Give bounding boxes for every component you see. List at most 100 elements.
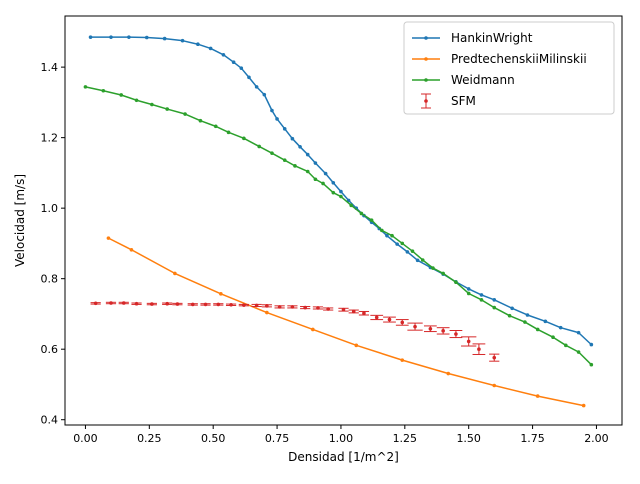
data-point-sfm xyxy=(109,301,113,305)
data-point-weidmann xyxy=(441,271,445,276)
data-point-sfm xyxy=(150,302,154,306)
data-point-weidmann xyxy=(183,112,187,116)
data-point-hankinwright xyxy=(466,287,471,291)
x-tick-label: 1.00 xyxy=(329,432,354,445)
data-point-weidmann xyxy=(369,218,374,222)
data-point-sfm xyxy=(374,315,379,320)
data-point-weidmann xyxy=(165,107,170,111)
legend-marker-weidmann xyxy=(424,78,428,82)
data-point-predtechenskiimilinskii xyxy=(581,403,586,408)
data-point-sfm xyxy=(134,301,139,306)
x-axis-ticks: 0.00 0.25 0.50 0.75 1.00 1.25 1.50 1.75 2.00 xyxy=(73,425,609,445)
data-point-sfm xyxy=(316,306,320,310)
data-point-sfm xyxy=(428,326,433,331)
data-point-sfm xyxy=(254,303,259,308)
data-point-weidmann xyxy=(431,266,435,270)
data-point-sfm xyxy=(362,311,366,316)
x-axis-label: Densidad [1/m^2] xyxy=(288,450,399,464)
y-tick-label: 1.4 xyxy=(41,61,59,74)
data-point-predtechenskiimilinskii xyxy=(535,394,540,398)
data-point-hankinwright xyxy=(275,117,279,121)
data-point-sfm xyxy=(466,339,471,344)
plot-area xyxy=(83,35,594,408)
x-tick-label: 1.25 xyxy=(393,432,418,445)
data-point-sfm xyxy=(121,301,126,305)
x-tick-label: 0.75 xyxy=(265,432,290,445)
series-sfm xyxy=(90,301,500,362)
data-point-predtechenskiimilinskii xyxy=(354,343,359,348)
data-point-hankinwright xyxy=(196,42,200,47)
data-point-sfm xyxy=(413,324,417,329)
data-point-sfm xyxy=(277,305,282,309)
x-tick-label: 1.50 xyxy=(456,432,481,445)
data-point-predtechenskiimilinskii xyxy=(400,358,405,362)
data-point-sfm xyxy=(492,355,497,360)
data-point-weidmann xyxy=(101,88,106,93)
data-point-sfm xyxy=(175,302,180,306)
y-tick-label: 0.4 xyxy=(41,414,59,427)
y-tick-label: 1.0 xyxy=(41,202,59,215)
data-point-hankinwright xyxy=(589,342,594,347)
series-line-predtechenskiimilinskii xyxy=(108,237,584,407)
data-point-weidmann xyxy=(339,194,343,199)
data-point-weidmann xyxy=(420,258,425,262)
data-point-hankinwright xyxy=(180,38,185,43)
data-point-weidmann xyxy=(282,158,287,163)
data-point-weidmann xyxy=(479,298,484,302)
data-point-weidmann xyxy=(321,181,325,186)
data-point-hankinwright xyxy=(262,92,267,97)
y-tick-label: 0.8 xyxy=(41,273,59,286)
legend-marker-hankinwright xyxy=(424,36,428,40)
data-point-hankinwright xyxy=(558,325,563,330)
y-axis-ticks: 0.4 0.6 0.8 1.0 1.2 1.4 xyxy=(41,61,65,427)
x-tick-label: 2.00 xyxy=(584,432,609,445)
x-tick-label: 0.25 xyxy=(137,432,162,445)
data-point-weidmann xyxy=(507,313,512,318)
legend-marker-sfm xyxy=(424,99,428,103)
legend-label-hankinwright: HankinWright xyxy=(451,31,533,45)
data-point-hankinwright xyxy=(339,189,343,194)
data-point-hankinwright xyxy=(323,171,328,176)
data-point-weidmann xyxy=(400,241,405,246)
data-point-predtechenskiimilinskii xyxy=(311,327,315,332)
data-point-weidmann xyxy=(454,280,458,285)
data-point-weidmann xyxy=(390,233,394,238)
data-point-weidmann xyxy=(226,130,231,135)
series-predtechenskiimilinskii xyxy=(106,236,586,408)
data-point-weidmann xyxy=(257,144,261,149)
data-point-sfm xyxy=(326,307,330,311)
data-point-weidmann xyxy=(589,362,594,367)
data-point-predtechenskiimilinskii xyxy=(265,310,269,315)
data-point-sfm xyxy=(93,301,98,306)
data-point-hankinwright xyxy=(313,161,318,165)
data-point-weidmann xyxy=(551,335,555,340)
legend-marker-predtechenskiimilinskii xyxy=(424,57,428,61)
data-point-sfm xyxy=(351,309,356,314)
axes-frame xyxy=(64,15,623,426)
data-point-hankinwright xyxy=(305,152,310,157)
data-point-predtechenskiimilinskii xyxy=(446,371,451,376)
data-point-hankinwright xyxy=(247,75,251,80)
series-weidmann xyxy=(83,85,594,367)
data-point-predtechenskiimilinskii xyxy=(173,271,177,276)
data-point-hankinwright xyxy=(144,35,149,40)
data-point-hankinwright xyxy=(385,233,389,238)
data-point-hankinwright xyxy=(492,298,497,302)
data-point-hankinwright xyxy=(576,330,581,335)
data-point-hankinwright xyxy=(415,258,420,263)
data-point-weidmann xyxy=(563,343,568,348)
data-point-predtechenskiimilinskii xyxy=(492,383,497,388)
data-point-sfm xyxy=(341,307,346,312)
data-point-hankinwright xyxy=(405,250,410,254)
data-point-weidmann xyxy=(213,124,218,129)
data-point-sfm xyxy=(265,304,269,308)
data-point-predtechenskiimilinskii xyxy=(106,236,111,240)
data-point-sfm xyxy=(242,303,246,307)
data-point-hankinwright xyxy=(543,319,548,324)
y-tick-label: 1.2 xyxy=(41,132,59,145)
data-point-weidmann xyxy=(242,136,246,141)
data-point-predtechenskiimilinskii xyxy=(129,247,134,252)
data-point-hankinwright xyxy=(127,35,131,39)
data-point-weidmann xyxy=(523,320,527,324)
